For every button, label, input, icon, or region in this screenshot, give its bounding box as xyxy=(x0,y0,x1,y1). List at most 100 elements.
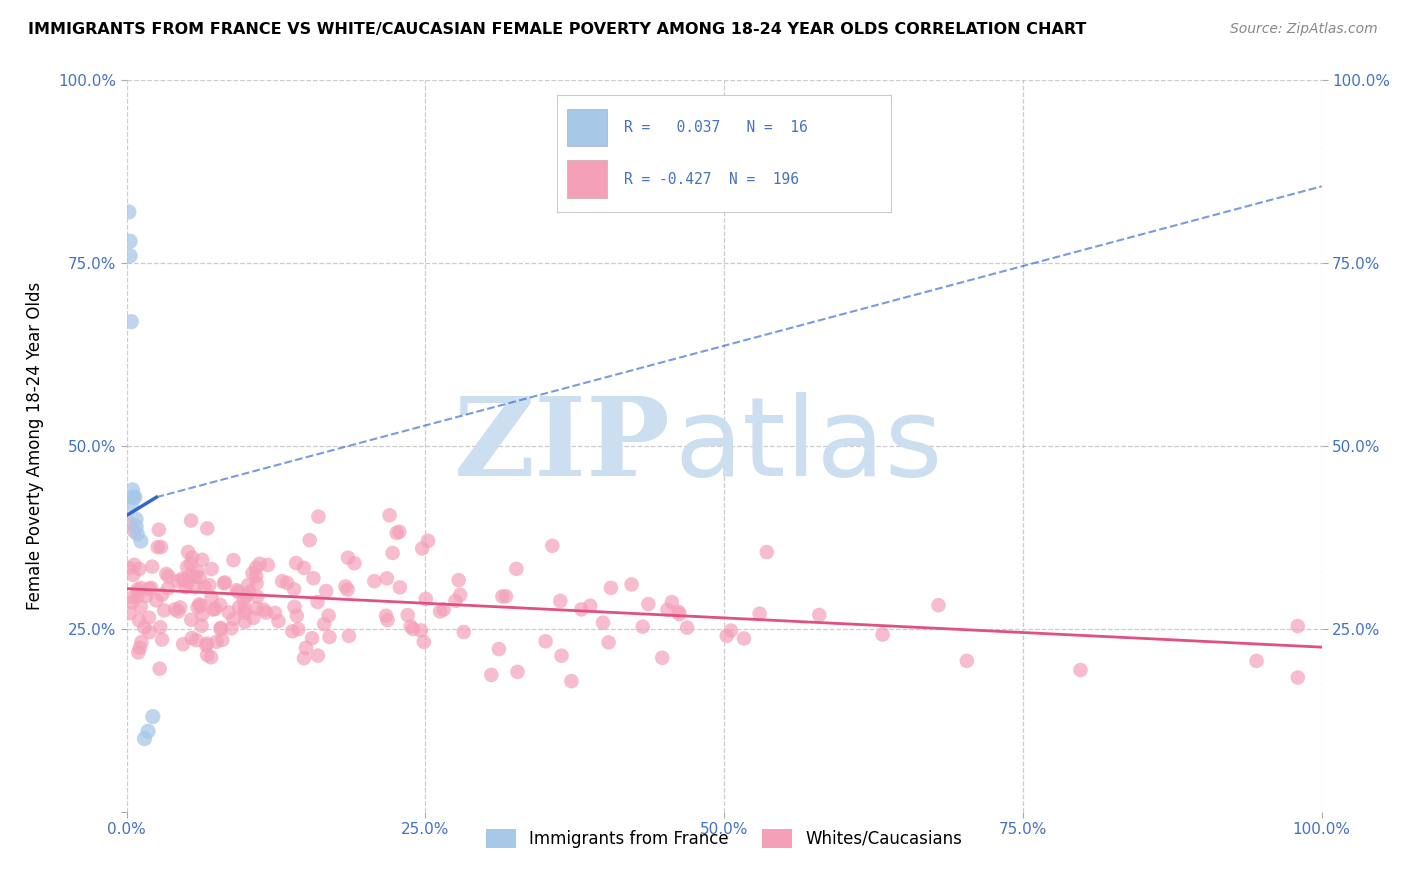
Point xyxy=(149,662,172,676)
Point xyxy=(184,580,207,594)
Point xyxy=(181,550,204,565)
Point xyxy=(411,541,433,556)
Point xyxy=(264,606,287,620)
Point xyxy=(179,569,201,583)
Point xyxy=(285,556,308,570)
Point xyxy=(226,584,249,599)
Point xyxy=(180,613,202,627)
Point xyxy=(125,512,148,526)
Point xyxy=(381,546,404,560)
Point xyxy=(307,648,329,663)
Point xyxy=(928,599,950,613)
Point xyxy=(155,567,177,582)
Legend: Immigrants from France, Whites/Caucasians: Immigrants from France, Whites/Caucasian… xyxy=(479,822,969,855)
Point xyxy=(134,621,156,635)
Point xyxy=(195,636,218,650)
Point xyxy=(200,650,222,665)
Point xyxy=(195,638,218,652)
Point xyxy=(118,606,141,620)
Point xyxy=(209,621,232,635)
Point xyxy=(150,632,173,647)
Point xyxy=(620,577,643,591)
Point xyxy=(128,613,150,627)
Point xyxy=(122,490,145,504)
Point xyxy=(135,589,157,603)
Point xyxy=(198,578,221,592)
Point xyxy=(142,709,165,723)
Point xyxy=(343,557,366,571)
Point xyxy=(141,559,163,574)
Point xyxy=(956,654,979,668)
Point xyxy=(176,560,198,574)
Point xyxy=(235,589,257,603)
Point xyxy=(180,631,202,645)
Text: ZIP: ZIP xyxy=(454,392,671,500)
Point xyxy=(385,525,408,540)
Point xyxy=(560,674,582,689)
Text: atlas: atlas xyxy=(673,392,942,500)
Point xyxy=(267,614,290,628)
Point xyxy=(180,514,202,528)
Point xyxy=(335,579,357,593)
Point xyxy=(416,533,439,548)
Point xyxy=(129,534,152,549)
Point xyxy=(541,539,564,553)
Point xyxy=(205,634,228,648)
Point xyxy=(228,600,250,615)
Point xyxy=(172,637,194,651)
Point xyxy=(176,575,198,590)
Point xyxy=(148,523,170,537)
Point xyxy=(872,627,894,641)
Point xyxy=(298,533,321,548)
Point xyxy=(233,606,256,620)
Point xyxy=(146,540,169,554)
Point xyxy=(173,573,195,587)
Point xyxy=(218,605,240,619)
Point xyxy=(120,498,142,512)
Point xyxy=(122,524,145,539)
Point xyxy=(657,603,679,617)
Point xyxy=(190,599,212,613)
Point xyxy=(292,651,315,665)
Point xyxy=(149,620,172,634)
Point xyxy=(153,603,176,617)
Point xyxy=(212,576,235,591)
Point xyxy=(337,629,360,643)
Point xyxy=(1286,671,1309,685)
Point xyxy=(676,621,699,635)
Point xyxy=(375,571,398,585)
Point xyxy=(307,509,329,524)
Point xyxy=(363,574,385,589)
Point xyxy=(174,580,197,594)
Point xyxy=(167,604,190,618)
Point xyxy=(190,619,212,633)
Point xyxy=(377,613,399,627)
Point xyxy=(409,624,432,638)
Point xyxy=(748,607,770,621)
Point xyxy=(318,630,340,644)
Point xyxy=(222,553,245,567)
Point xyxy=(127,645,149,659)
Point xyxy=(444,594,467,608)
Point xyxy=(202,602,225,616)
Point xyxy=(127,589,149,603)
Point xyxy=(1286,619,1309,633)
Point xyxy=(396,608,419,623)
Point xyxy=(534,634,557,648)
Point xyxy=(433,602,456,616)
Point xyxy=(225,583,247,598)
Point xyxy=(201,562,224,576)
Point xyxy=(579,599,602,613)
Point xyxy=(301,631,323,645)
Point xyxy=(1069,663,1091,677)
Point xyxy=(214,575,236,590)
Point xyxy=(808,607,831,622)
Point xyxy=(246,590,269,604)
Point xyxy=(238,585,260,599)
Point xyxy=(118,205,141,219)
Point xyxy=(488,642,510,657)
Point xyxy=(447,573,470,587)
Point xyxy=(195,521,218,535)
Point xyxy=(271,574,294,589)
Point xyxy=(599,581,621,595)
